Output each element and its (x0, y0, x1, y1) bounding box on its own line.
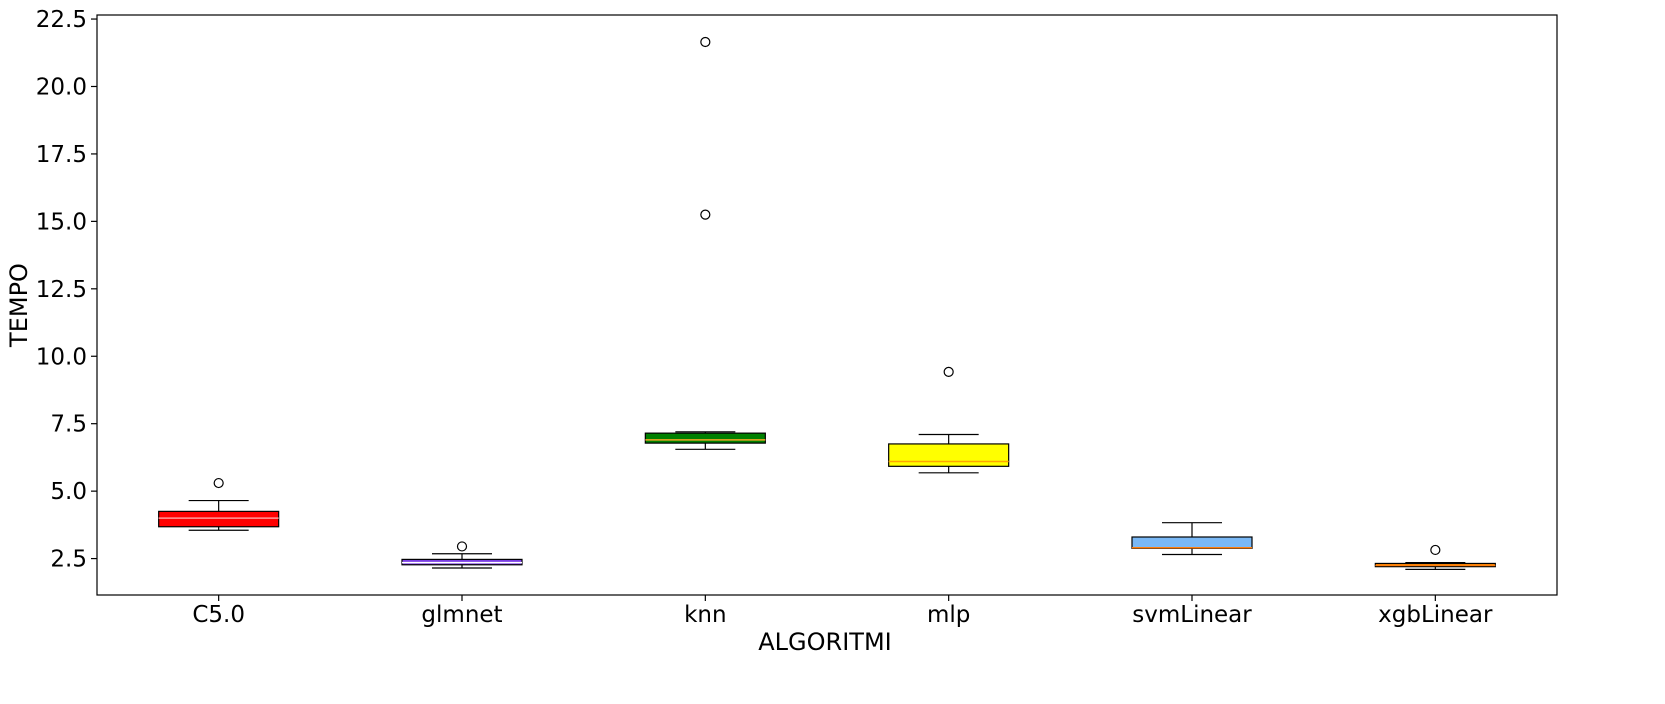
box-series (158, 36, 1496, 570)
y-axis-title: TEMPO (5, 263, 33, 348)
outlier-point (700, 36, 711, 48)
outlier-point (456, 541, 468, 552)
box-group (401, 541, 523, 569)
x-tick-label: svmLinear (1132, 602, 1252, 628)
x-tick-label: C5.0 (192, 602, 245, 628)
box-group (644, 36, 766, 450)
outlier-point (943, 366, 954, 378)
y-tick-label: 17.5 (36, 142, 87, 168)
box-group (1131, 522, 1253, 556)
outlier-point (213, 477, 224, 489)
x-axis: C5.0 glmnet knn mlp svmLinear xgbLinear (192, 595, 1493, 628)
box-group (888, 366, 1010, 474)
plot-area (96, 14, 1558, 596)
x-tick-label: glmnet (421, 602, 502, 628)
x-axis-title: ALGORITMI (758, 628, 891, 656)
box (158, 510, 280, 528)
y-tick-label: 22.5 (36, 7, 87, 33)
y-tick-label: 7.5 (50, 412, 87, 438)
y-tick-label: 2.5 (50, 547, 87, 573)
y-axis: 2.5 5.0 7.5 10.0 12.5 15.0 17.5 20.0 22.5 (36, 7, 97, 573)
y-tick-label: 10.0 (36, 344, 87, 370)
box (644, 432, 766, 444)
box-group (1374, 544, 1496, 570)
box (888, 443, 1010, 467)
x-tick-label: knn (684, 602, 726, 628)
y-tick-label: 15.0 (36, 209, 87, 235)
outlier-point (700, 209, 711, 220)
box-group (158, 477, 280, 531)
y-tick-label: 5.0 (50, 479, 87, 505)
box (1131, 536, 1253, 549)
x-tick-label: mlp (927, 602, 970, 628)
y-tick-label: 20.0 (36, 74, 87, 100)
outlier-point (1430, 544, 1441, 556)
x-tick-label: xgbLinear (1378, 602, 1493, 628)
y-tick-label: 12.5 (36, 277, 87, 303)
